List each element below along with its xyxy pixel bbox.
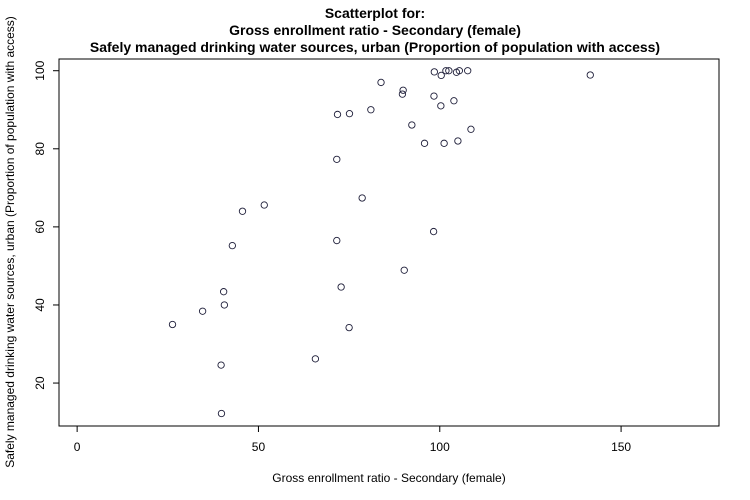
data-points [168,67,594,418]
data-point [377,78,385,87]
chart-title-line-1: Scatterplot for: [324,5,426,21]
x-tick-label: 100 [430,440,450,454]
data-point [345,110,354,118]
data-point [333,236,341,245]
x-tick-label: 150 [611,440,631,454]
data-point [238,207,247,215]
data-point [228,241,236,250]
data-point [408,121,416,129]
data-point [198,307,207,315]
y-axis: 20 40 60 80 100 [33,60,60,390]
data-point [400,266,408,274]
x-axis-label: Gross enrollment ratio - Secondary (fema… [272,471,505,485]
chart-title-line-3: Safely managed drinking water sources, u… [89,39,661,55]
data-point [450,97,458,105]
y-tick-label: 80 [33,142,47,156]
data-point [260,201,268,209]
data-point [220,301,229,309]
chart-title-line-2: Gross enrollment ratio - Secondary (fema… [229,22,521,38]
x-tick-label: 0 [74,440,81,454]
data-point [219,288,228,296]
data-point [445,67,453,75]
data-point [437,71,445,80]
y-tick-label: 20 [33,376,47,390]
x-axis: 0 50 100 150 [74,425,631,454]
data-point [440,139,448,147]
x-tick-label: 50 [252,440,266,454]
data-point [467,125,475,133]
data-point [217,361,225,369]
data-point [399,86,407,94]
y-tick-label: 60 [33,220,47,234]
data-point [217,409,226,418]
data-point [464,67,472,75]
y-axis-label: Safely managed drinking water sources, u… [3,16,17,468]
data-point [333,155,341,163]
y-tick-label: 100 [33,60,47,80]
data-point [420,139,429,147]
data-point [586,71,594,79]
y-tick-label: 40 [33,298,47,312]
data-point [442,67,450,75]
data-point [454,137,462,145]
data-point [455,67,464,75]
data-point [398,90,407,98]
data-point [168,320,177,329]
data-point [337,283,345,291]
data-point [345,323,353,332]
data-point [437,102,445,110]
data-point [358,194,366,202]
data-point [430,68,438,76]
data-point [430,92,438,100]
data-point [311,355,320,363]
plot-frame [58,58,720,427]
data-point [333,110,342,119]
data-point [367,106,375,114]
data-point [429,227,438,236]
